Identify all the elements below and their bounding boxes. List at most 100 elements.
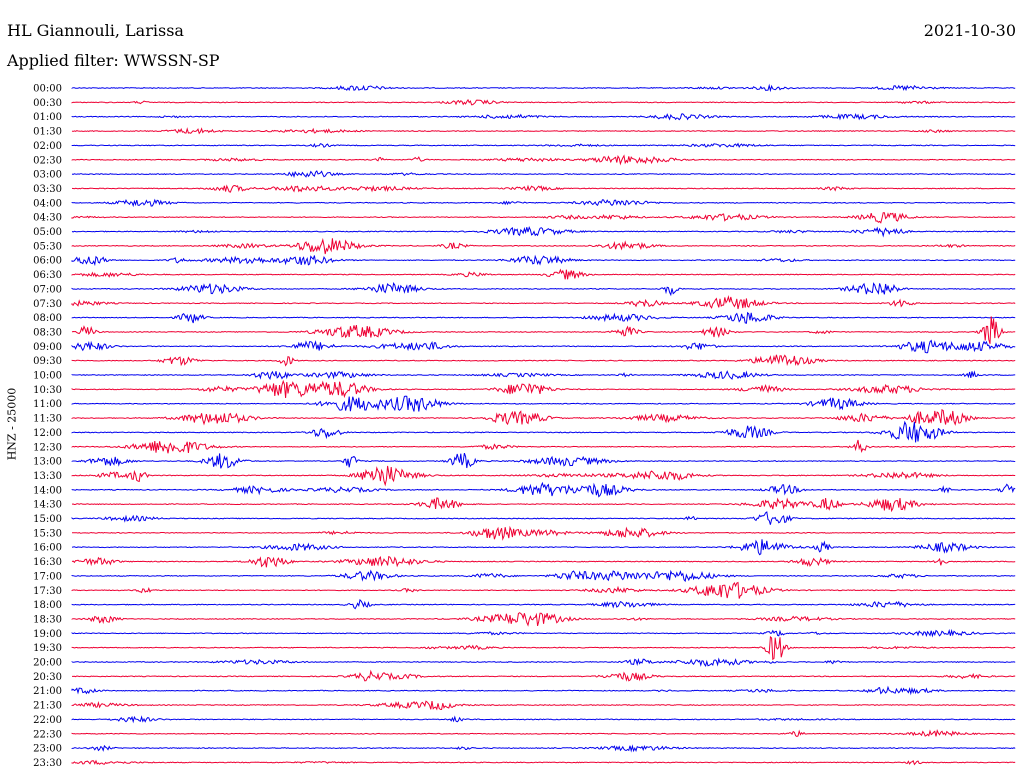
- seismic-trace: [71, 744, 1016, 753]
- row-time-label: 16:30: [33, 557, 62, 568]
- filter-label: Applied filter: WWSSN-SP: [7, 51, 220, 70]
- seismic-trace: [71, 170, 1016, 178]
- row-time-label: 17:00: [33, 571, 62, 582]
- row-time-label: 14:00: [33, 485, 62, 496]
- station-title: HL Giannouli, Larissa: [7, 21, 184, 40]
- seismic-trace: [71, 657, 1016, 668]
- row-time-label: 04:00: [33, 198, 62, 209]
- row-time-label: 11:30: [33, 414, 62, 425]
- row-time-label: 23:30: [33, 758, 62, 769]
- row-time-label: 20:00: [33, 658, 62, 669]
- seismic-trace: [72, 525, 1016, 541]
- seismic-trace: [71, 370, 1016, 380]
- seismic-trace: [71, 225, 1016, 238]
- seismic-trace: [71, 612, 1016, 627]
- seismic-trace: [71, 268, 1016, 280]
- row-time-label: 09:00: [33, 342, 62, 353]
- seismic-trace: [71, 354, 1016, 367]
- seismic-trace: [71, 395, 1016, 412]
- seismic-trace: [71, 497, 1016, 513]
- seismic-trace: [71, 127, 1016, 135]
- row-time-label: 13:00: [33, 457, 62, 468]
- row-time-label: 14:30: [33, 500, 62, 511]
- seismic-trace: [71, 339, 1016, 354]
- row-time-label: 01:00: [33, 112, 62, 123]
- seismic-trace: [71, 700, 1016, 711]
- date-label: 2021-10-30: [923, 21, 1016, 40]
- seismic-trace: [71, 511, 1016, 525]
- seismic-trace: [71, 439, 1016, 454]
- seismic-trace: [71, 254, 1016, 267]
- row-time-label: 09:30: [33, 356, 62, 367]
- seismic-trace: [71, 281, 1016, 297]
- row-time-label: 12:00: [33, 428, 62, 439]
- row-time-label: 18:00: [33, 600, 62, 611]
- seismic-trace: [71, 555, 1016, 568]
- row-time-label: 23:00: [33, 744, 62, 755]
- seismic-trace: [71, 715, 1016, 724]
- row-time-label: 22:30: [33, 729, 62, 740]
- row-time-label: 19:30: [33, 643, 62, 654]
- row-time-label: 02:00: [33, 141, 62, 152]
- row-time-label: 10:00: [33, 371, 62, 382]
- seismic-trace: [71, 237, 1016, 255]
- row-time-label: 10:30: [33, 385, 62, 396]
- seismic-trace: [71, 465, 1016, 487]
- row-time-label: 16:00: [33, 543, 62, 554]
- row-time-label: 15:30: [33, 528, 62, 539]
- seismic-trace: [71, 408, 1016, 426]
- row-time-label: 05:00: [33, 227, 62, 238]
- row-time-label: 04:30: [33, 213, 62, 224]
- seismic-trace: [71, 539, 1016, 556]
- seismic-trace: [71, 295, 1016, 310]
- row-time-label: 06:00: [33, 256, 62, 267]
- row-time-label: 17:30: [33, 586, 62, 597]
- seismic-trace: [71, 420, 1016, 443]
- seismic-trace: [72, 669, 1016, 682]
- seismic-trace: [71, 628, 1016, 638]
- seismic-trace: [71, 142, 1016, 149]
- row-time-label: 02:30: [33, 155, 62, 166]
- row-time-label: 06:30: [33, 270, 62, 281]
- seismic-trace: [71, 598, 1016, 610]
- seismic-trace: [71, 198, 1016, 208]
- seismic-trace: [71, 635, 1016, 661]
- seismic-trace: [71, 98, 1016, 106]
- row-time-label: 03:30: [33, 184, 62, 195]
- row-time-label: 15:00: [33, 514, 62, 525]
- row-time-label: 20:30: [33, 672, 62, 683]
- row-time-label: 11:00: [33, 399, 62, 410]
- row-time-label: 12:30: [33, 442, 62, 453]
- seismic-trace: [71, 452, 1016, 469]
- row-time-label: 22:00: [33, 715, 62, 726]
- seismic-trace: [71, 685, 1016, 696]
- row-time-label: 21:30: [33, 701, 62, 712]
- seismic-trace: [71, 311, 1016, 324]
- row-time-label: 19:00: [33, 629, 62, 640]
- seismic-trace: [71, 212, 1016, 224]
- row-time-label: 07:00: [33, 284, 62, 295]
- row-time-label: 08:00: [33, 313, 62, 324]
- seismic-trace: [71, 316, 1016, 344]
- row-time-label: 01:30: [33, 127, 62, 138]
- row-time-label: 07:30: [33, 299, 62, 310]
- seismic-trace: [71, 379, 1016, 399]
- seismic-trace: [71, 581, 1016, 599]
- row-time-label: 13:30: [33, 471, 62, 482]
- row-time-label: 05:30: [33, 241, 62, 252]
- seismic-trace: [71, 83, 1016, 93]
- row-time-label: 00:30: [33, 98, 62, 109]
- seismic-trace: [71, 481, 1016, 498]
- row-time-label: 00:00: [33, 84, 62, 95]
- seismic-trace: [71, 569, 1016, 583]
- seismic-trace: [71, 759, 1016, 766]
- row-time-label: 21:00: [33, 686, 62, 697]
- row-time-label: 03:00: [33, 170, 62, 181]
- seismic-trace: [71, 184, 1016, 193]
- seismic-trace: [71, 154, 1016, 166]
- seismic-trace: [71, 729, 1016, 737]
- seismic-trace: [71, 112, 1016, 121]
- row-time-label: 08:30: [33, 327, 62, 338]
- row-time-label: 18:30: [33, 614, 62, 625]
